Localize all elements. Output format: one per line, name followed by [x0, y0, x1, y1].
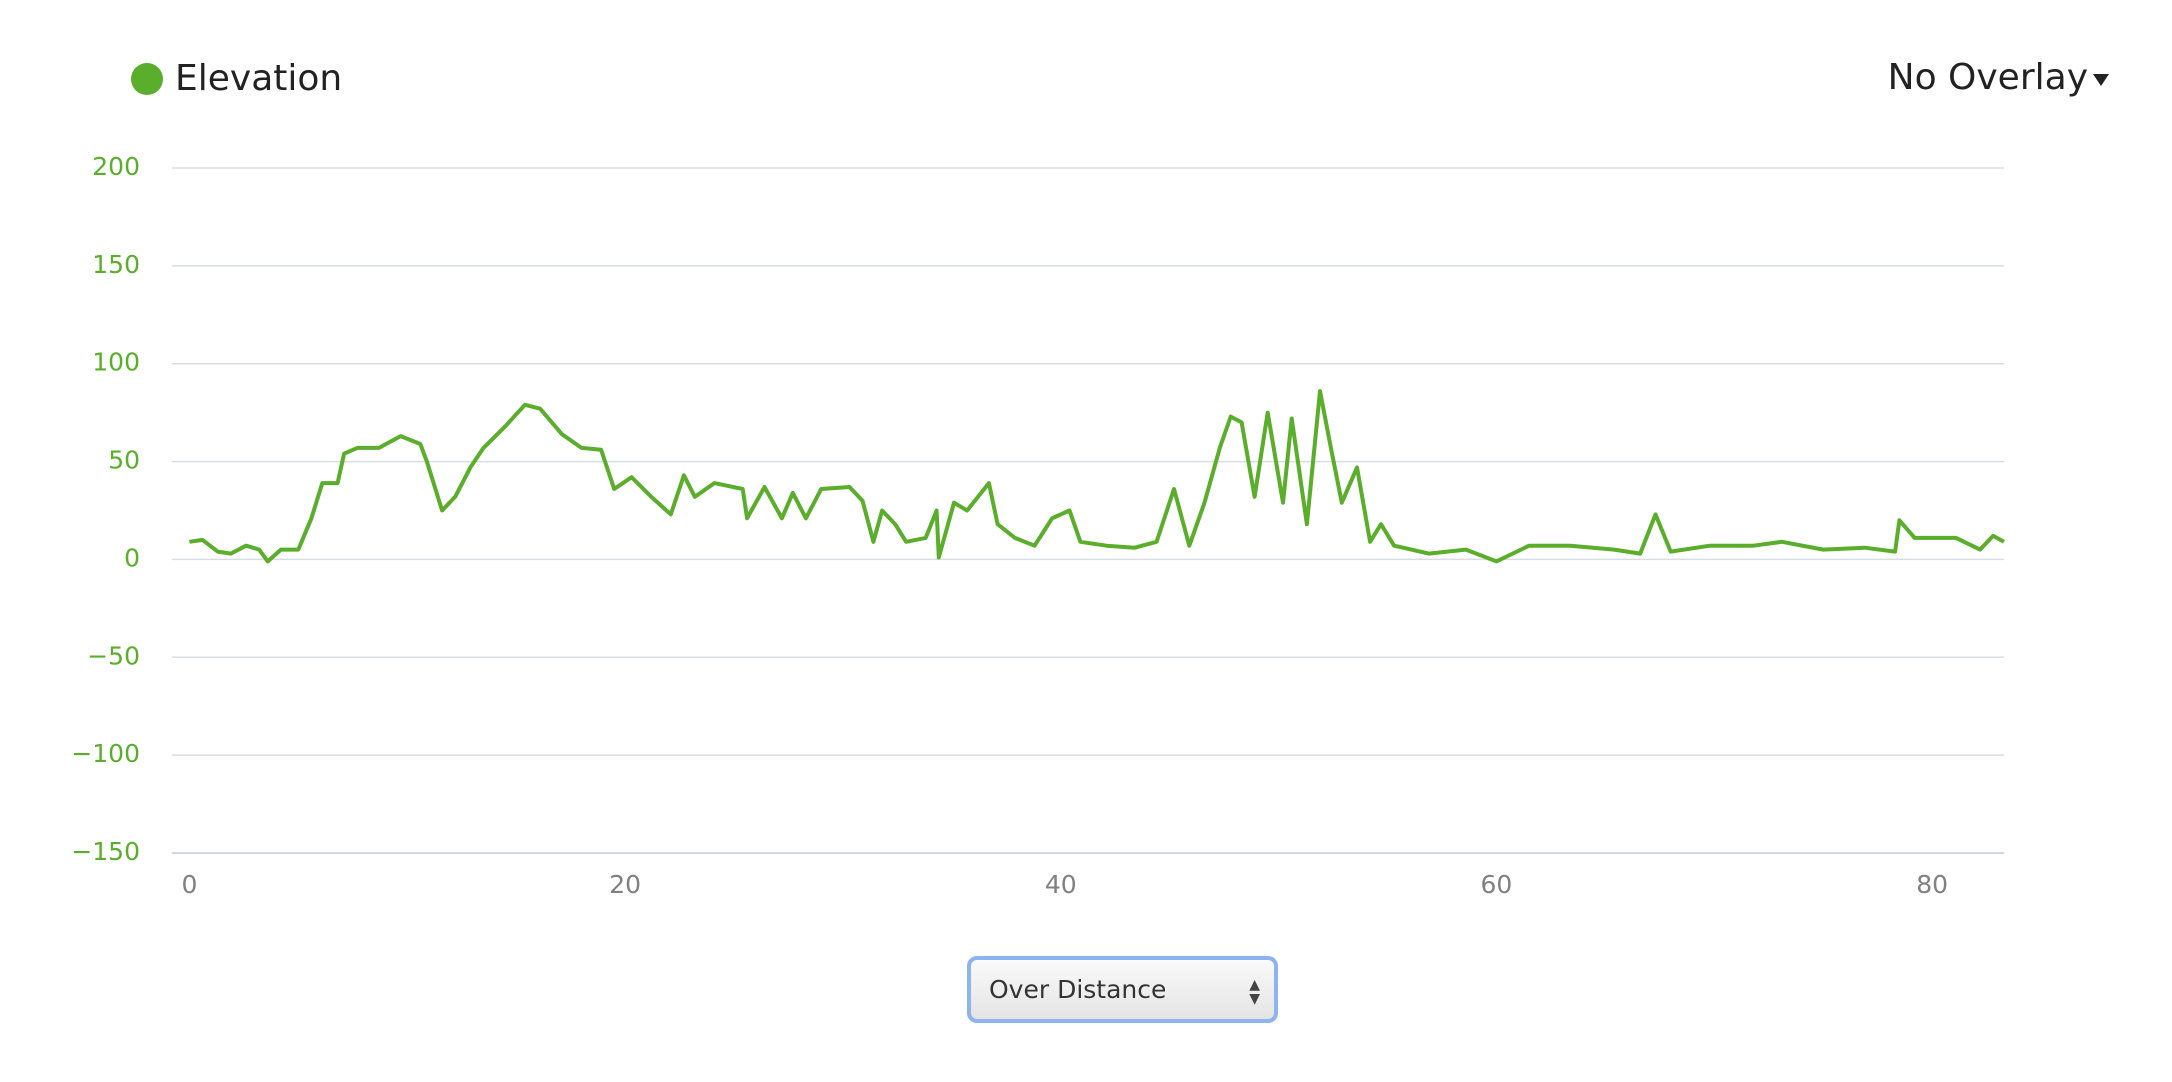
- y-tick-label: 0: [124, 543, 140, 572]
- y-tick-label: 200: [92, 152, 140, 181]
- y-tick-label: −50: [87, 641, 140, 670]
- y-tick-label: 100: [92, 348, 140, 377]
- legend-marker[interactable]: [131, 63, 163, 95]
- x-tick-label: 20: [609, 870, 641, 899]
- x-tick-label: 40: [1045, 870, 1077, 899]
- select-arrows: ▲ ▼: [1249, 977, 1260, 1007]
- mode-select[interactable]: Over Distance ▲ ▼: [967, 956, 1278, 1023]
- legend-label[interactable]: Elevation: [175, 58, 342, 99]
- overlay-menu[interactable]: No Overlay: [1888, 57, 2088, 98]
- x-tick-label: 80: [1916, 870, 1948, 899]
- overlay-arrow[interactable]: [2093, 74, 2109, 86]
- y-tick-label: −100: [71, 739, 140, 768]
- x-tick-label: 60: [1481, 870, 1513, 899]
- y-tick-label: −150: [71, 837, 140, 866]
- y-tick-label: 150: [92, 250, 140, 279]
- y-tick-label: 50: [108, 446, 140, 475]
- elevation-line: [189, 389, 2005, 564]
- x-tick-label: 0: [181, 870, 197, 899]
- mode-select-label[interactable]: Over Distance: [989, 975, 1167, 1004]
